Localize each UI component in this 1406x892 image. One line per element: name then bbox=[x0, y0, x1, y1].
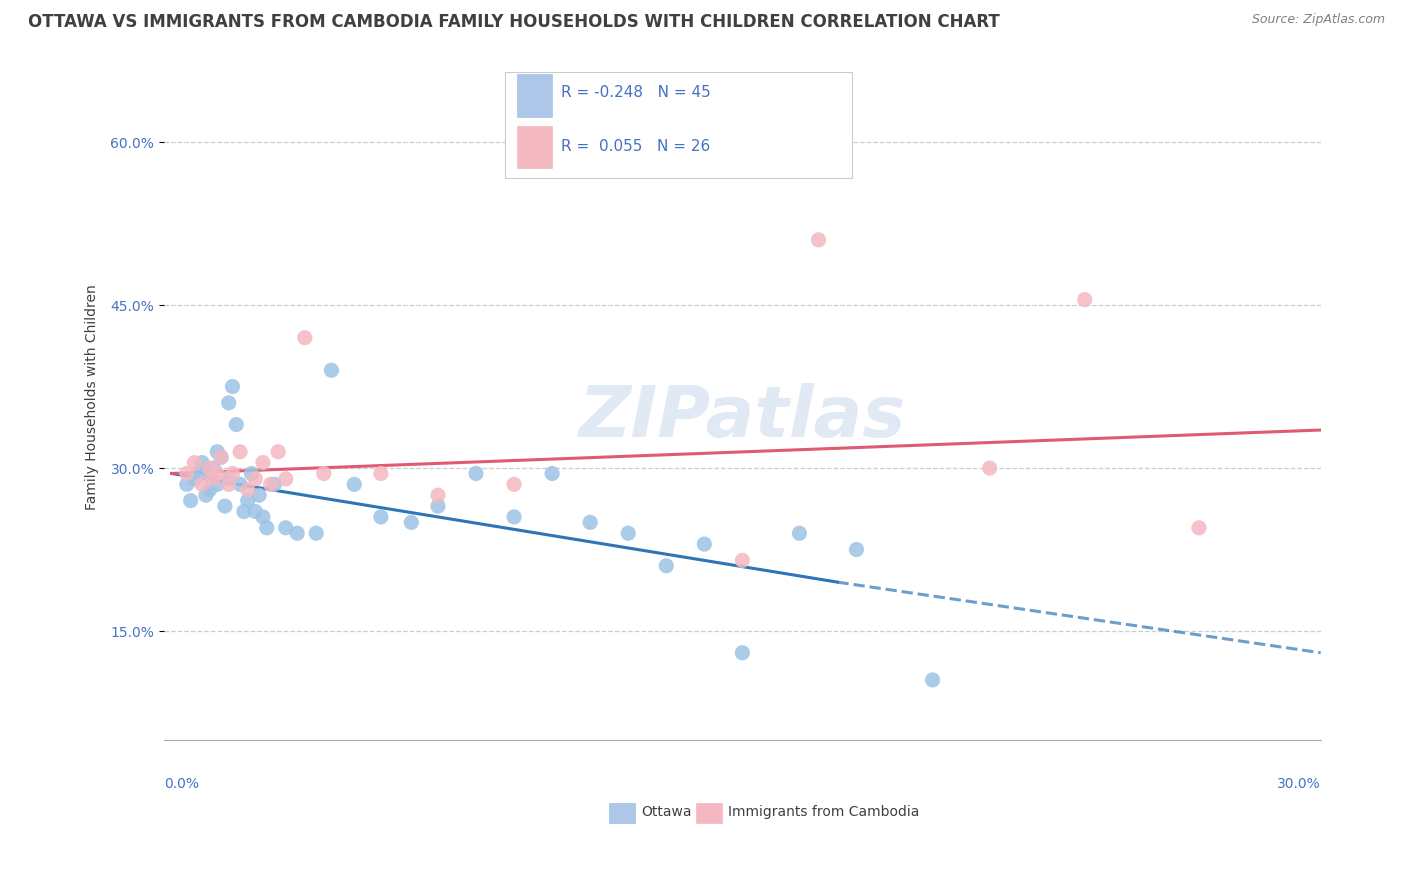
Point bbox=[198, 467, 221, 481]
Point bbox=[232, 504, 254, 518]
Text: R =  0.055   N = 26: R = 0.055 N = 26 bbox=[561, 138, 710, 153]
Point bbox=[465, 467, 488, 481]
Text: R = -0.248   N = 45: R = -0.248 N = 45 bbox=[561, 86, 710, 100]
Point bbox=[655, 558, 678, 573]
Point bbox=[845, 542, 868, 557]
Point bbox=[617, 526, 640, 541]
Point bbox=[202, 461, 225, 475]
Point bbox=[183, 456, 205, 470]
Point bbox=[176, 467, 198, 481]
Point bbox=[263, 477, 285, 491]
Point bbox=[285, 526, 308, 541]
Point bbox=[236, 483, 259, 497]
Point bbox=[183, 472, 205, 486]
Point bbox=[370, 467, 392, 481]
Point bbox=[312, 467, 335, 481]
Point bbox=[789, 526, 811, 541]
Point bbox=[202, 472, 225, 486]
Point bbox=[245, 504, 267, 518]
Point bbox=[274, 472, 297, 486]
Point bbox=[176, 477, 198, 491]
Point bbox=[426, 488, 449, 502]
Point bbox=[218, 396, 240, 410]
Point bbox=[579, 516, 602, 530]
Text: ZIPatlas: ZIPatlas bbox=[579, 384, 905, 452]
Point bbox=[979, 461, 1001, 475]
Point bbox=[198, 483, 221, 497]
Text: Immigrants from Cambodia: Immigrants from Cambodia bbox=[728, 805, 920, 819]
FancyBboxPatch shape bbox=[609, 803, 634, 823]
Point bbox=[209, 450, 232, 465]
Point bbox=[218, 477, 240, 491]
Point bbox=[198, 461, 221, 475]
Text: Source: ZipAtlas.com: Source: ZipAtlas.com bbox=[1251, 13, 1385, 27]
Point bbox=[252, 510, 274, 524]
Point bbox=[294, 331, 316, 345]
Y-axis label: Family Households with Children: Family Households with Children bbox=[86, 285, 100, 510]
Point bbox=[247, 488, 270, 502]
Point bbox=[245, 472, 267, 486]
Point bbox=[426, 499, 449, 513]
FancyBboxPatch shape bbox=[517, 74, 551, 117]
Point bbox=[731, 553, 754, 567]
Point bbox=[731, 646, 754, 660]
Point bbox=[221, 379, 243, 393]
Point bbox=[305, 526, 328, 541]
Point bbox=[259, 477, 281, 491]
Point bbox=[401, 516, 423, 530]
Point bbox=[267, 444, 290, 458]
Text: 0.0%: 0.0% bbox=[165, 777, 200, 791]
Point bbox=[207, 477, 229, 491]
Point bbox=[541, 467, 564, 481]
Point bbox=[807, 233, 830, 247]
Text: Ottawa: Ottawa bbox=[641, 805, 692, 819]
Point bbox=[191, 456, 214, 470]
Point bbox=[370, 510, 392, 524]
FancyBboxPatch shape bbox=[517, 126, 551, 168]
Point bbox=[240, 467, 263, 481]
Point bbox=[236, 493, 259, 508]
Point bbox=[343, 477, 366, 491]
Text: 30.0%: 30.0% bbox=[1277, 777, 1320, 791]
Point bbox=[256, 521, 278, 535]
Text: OTTAWA VS IMMIGRANTS FROM CAMBODIA FAMILY HOUSEHOLDS WITH CHILDREN CORRELATION C: OTTAWA VS IMMIGRANTS FROM CAMBODIA FAMIL… bbox=[28, 13, 1000, 31]
Point bbox=[229, 444, 252, 458]
Point bbox=[191, 477, 214, 491]
Point bbox=[218, 472, 240, 486]
Point bbox=[503, 477, 526, 491]
Point bbox=[921, 673, 943, 687]
Point bbox=[180, 493, 202, 508]
Point bbox=[214, 499, 236, 513]
Point bbox=[274, 521, 297, 535]
Point bbox=[1074, 293, 1097, 307]
Point bbox=[1188, 521, 1211, 535]
Point bbox=[187, 467, 209, 481]
Point bbox=[209, 450, 232, 465]
FancyBboxPatch shape bbox=[696, 803, 721, 823]
Point bbox=[207, 444, 229, 458]
Point bbox=[321, 363, 343, 377]
Point bbox=[194, 488, 217, 502]
Point bbox=[693, 537, 716, 551]
Point bbox=[252, 456, 274, 470]
Point bbox=[207, 467, 229, 481]
Point bbox=[225, 417, 247, 432]
Point bbox=[229, 477, 252, 491]
FancyBboxPatch shape bbox=[505, 72, 852, 178]
Point bbox=[221, 467, 243, 481]
Point bbox=[503, 510, 526, 524]
